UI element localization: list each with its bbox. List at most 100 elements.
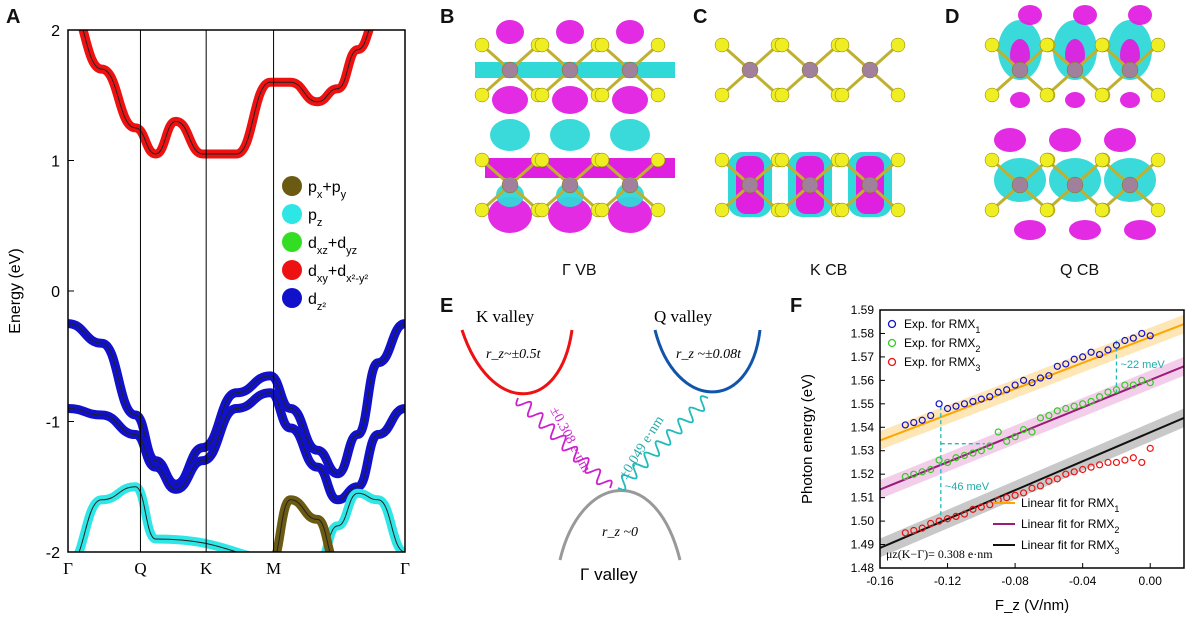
data-point (1011, 381, 1019, 389)
q-transition-wave (617, 395, 709, 491)
atom (1150, 202, 1166, 218)
data-point (1028, 379, 1036, 387)
q-valley-label: Q valley (654, 307, 713, 326)
atom (774, 202, 790, 218)
data-point (969, 505, 977, 513)
atom (561, 176, 579, 194)
legend-label: dxz+dyz (308, 235, 357, 257)
data-point (901, 529, 909, 537)
data-point (1019, 426, 1028, 434)
atom (594, 152, 610, 168)
data-point (977, 503, 985, 511)
data-point (1079, 353, 1087, 361)
atom (1039, 87, 1055, 103)
y-tick-label: 1.48 (851, 561, 875, 575)
orbital-lobe (1018, 5, 1042, 25)
shift-annotations: ~22 meV ~46 meV (940, 340, 1165, 522)
legend-label: Exp. for RMX1 (904, 317, 980, 335)
data-point (977, 447, 985, 455)
legend-fits: Linear fit for RMX1 Linear fit for RMX2 Li… (993, 496, 1119, 556)
atom (774, 152, 790, 168)
y-tick-label: -2 (46, 545, 60, 562)
legend: px+py pz dxz+dyz dxy+dx²-y² dz² (282, 176, 368, 313)
data-point (1112, 386, 1121, 394)
atom (1094, 152, 1110, 168)
legend-label: Linear fit for RMX3 (1021, 538, 1119, 556)
data-point (986, 501, 994, 509)
data-point (927, 519, 935, 528)
data-point (969, 449, 977, 457)
data-point (1138, 376, 1146, 384)
legend-label: px+py (308, 179, 347, 201)
panel-letter-f: F (790, 295, 803, 317)
atom (1011, 61, 1029, 79)
data-point (1087, 397, 1095, 406)
data-point (918, 524, 926, 532)
atom (1039, 152, 1055, 168)
data-point (1129, 454, 1137, 462)
atom (801, 176, 819, 194)
data-point (952, 512, 960, 520)
y-tick-label: 1.54 (851, 420, 875, 434)
y-axis-ticks: -2 -1 0 1 2 (46, 23, 74, 562)
x-tick-label: -0.12 (934, 574, 962, 588)
data-point (1112, 458, 1121, 467)
atom (1094, 202, 1110, 218)
orbital-isosurface-images (474, 5, 1166, 240)
data-point (986, 393, 994, 401)
data-point (935, 456, 943, 464)
atom (1150, 87, 1166, 103)
x-axis-ticks: -0.16 -0.12 -0.08 -0.04 0.00 (866, 563, 1162, 588)
atom (650, 87, 666, 103)
orbital-lobe (608, 197, 652, 233)
atom (534, 87, 550, 103)
band-core-3 (78, 486, 405, 552)
atom (741, 61, 759, 79)
fit-line (880, 323, 1184, 442)
data-point (918, 468, 926, 476)
orbital-lobe (1014, 220, 1046, 240)
data-point (1062, 470, 1070, 478)
legend-label: pz (308, 207, 322, 229)
atom (834, 202, 850, 218)
photon-energy-chart: ~22 meV~46 meV 1.481.491.501.511.521.531… (799, 303, 1185, 614)
x-tick-label: Γ (63, 559, 73, 578)
data-point (927, 411, 935, 420)
legend-marker (282, 260, 302, 280)
band-core-4 (276, 499, 331, 552)
data-point (910, 418, 918, 427)
atom (834, 152, 850, 168)
atom (501, 176, 519, 194)
k-rz-label: r_z~±0.5t (486, 347, 542, 362)
atom (714, 152, 730, 168)
data-point (1036, 374, 1045, 382)
panel-letter-a: A (6, 6, 21, 28)
isosurface-q-cb (984, 5, 1166, 240)
y-tick-label: 1.56 (851, 373, 875, 387)
data-points (901, 329, 1154, 537)
data-point (1011, 433, 1019, 441)
atom (561, 61, 579, 79)
dipole-annotation: μz(K−Γ)= 0.308 e·nm (886, 547, 993, 561)
data-point (1053, 407, 1061, 415)
atom (1121, 61, 1139, 79)
y-axis-ticks: 1.48 1.49 1.50 1.51 1.52 1.53 1.54 1.55 1.56 1.57… (851, 303, 885, 575)
atom (890, 202, 906, 218)
x-tick-label: -0.04 (1069, 574, 1097, 588)
atom (650, 152, 666, 168)
orbital-lobe (496, 20, 524, 44)
data-point (1095, 350, 1104, 359)
atom (890, 87, 906, 103)
data-point (1003, 494, 1011, 502)
atom (1039, 202, 1055, 218)
data-point (1104, 458, 1112, 467)
atom (1121, 176, 1139, 194)
atom (984, 152, 1000, 168)
y-tick-label: -1 (46, 415, 60, 432)
atom (984, 87, 1000, 103)
data-point (960, 451, 969, 460)
data-point (1138, 329, 1146, 338)
orbital-lobe (552, 86, 588, 114)
